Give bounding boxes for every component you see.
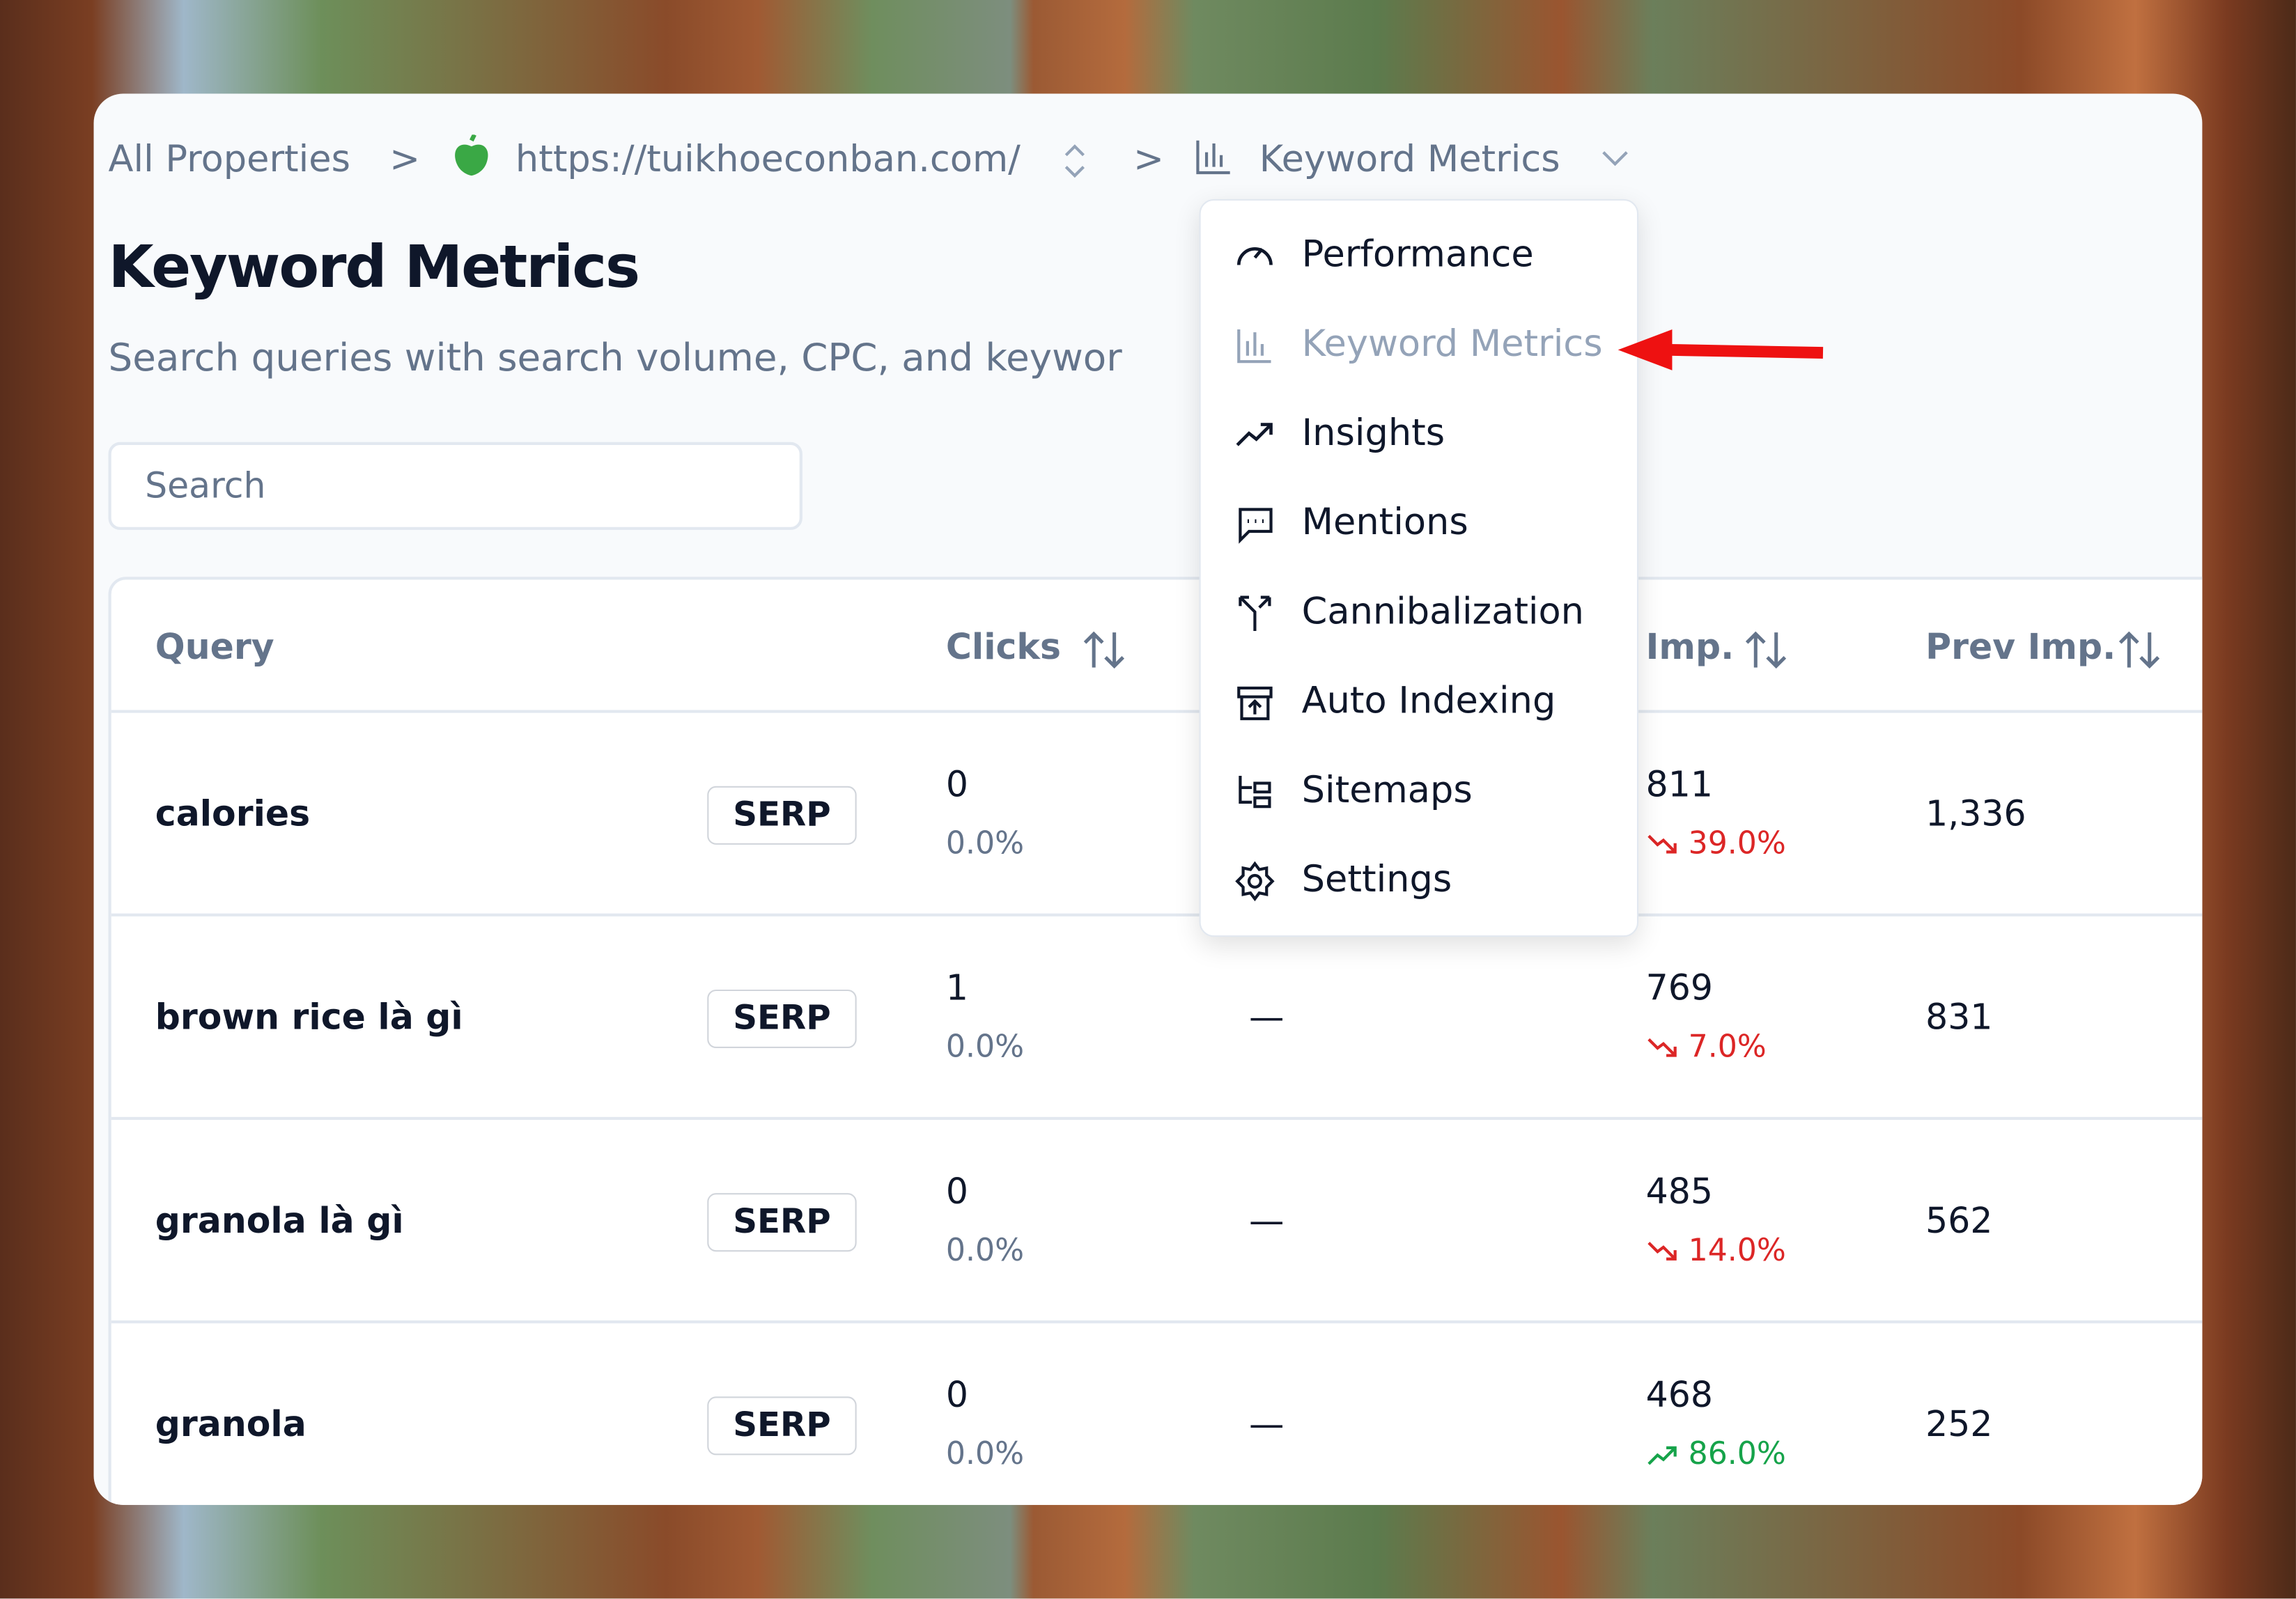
- position: —: [1249, 1403, 1285, 1444]
- chevron-updown: [1064, 144, 1085, 178]
- clicks: 1: [945, 967, 969, 1008]
- serp-button[interactable]: SERP: [707, 988, 857, 1047]
- row-divider: [111, 710, 2203, 713]
- impressions-change: 14.0%: [1688, 1231, 1786, 1268]
- page-subtitle: Search queries with search volume, CPC, …: [108, 336, 1122, 381]
- query: calories: [155, 793, 311, 834]
- prev-impressions: 562: [1925, 1199, 1993, 1241]
- impressions-change: 86.0%: [1688, 1435, 1786, 1471]
- sort-icon[interactable]: [2118, 630, 2163, 671]
- search-placeholder: Search: [145, 465, 266, 507]
- prev-impressions: 831: [1925, 996, 1993, 1038]
- menu-icon: [1237, 686, 1273, 721]
- column-header[interactable]: Imp.: [1645, 626, 1735, 668]
- sort-icon[interactable]: [1745, 630, 1790, 671]
- impressions-change: 39.0%: [1688, 825, 1786, 860]
- chart-icon: [1196, 140, 1230, 175]
- menu-icon: [1239, 776, 1271, 809]
- impressions: 468: [1645, 1373, 1713, 1415]
- menu-item[interactable]: Performance: [1301, 233, 1534, 276]
- clicks: 0: [945, 763, 969, 805]
- menu-item[interactable]: Keyword Metrics: [1301, 322, 1603, 365]
- separator: >: [389, 137, 421, 180]
- impressions: 811: [1645, 763, 1713, 805]
- ctr: 0.0%: [945, 825, 1025, 860]
- menu-icon: [1237, 329, 1271, 364]
- breadcrumb-current[interactable]: Keyword Metrics: [1259, 137, 1560, 180]
- trend-down-icon: [1647, 1241, 1677, 1260]
- menu-icon: [1236, 423, 1273, 446]
- ctr: 0.0%: [945, 1231, 1025, 1268]
- column-header[interactable]: Prev Imp.: [1925, 626, 2116, 668]
- sort-icon[interactable]: [1083, 630, 1127, 671]
- menu-item[interactable]: Auto Indexing: [1301, 679, 1556, 722]
- clicks: 0: [945, 1170, 969, 1212]
- serp-button[interactable]: SERP: [707, 785, 857, 844]
- query: granola là gì: [155, 1199, 404, 1241]
- position: —: [1249, 1199, 1285, 1241]
- impressions: 485: [1645, 1170, 1713, 1212]
- annotation-arrow: [1618, 329, 1824, 370]
- trend-down-icon: [1647, 834, 1677, 853]
- column-header[interactable]: Clicks: [945, 626, 1061, 668]
- site-icon: [455, 134, 488, 176]
- row-divider: [111, 1116, 2203, 1121]
- menu-item[interactable]: Cannibalization: [1301, 590, 1585, 633]
- separator: >: [1133, 137, 1164, 180]
- search-input[interactable]: Search: [108, 442, 802, 530]
- breadcrumb-root[interactable]: All Properties: [108, 137, 351, 180]
- position: —: [1249, 996, 1285, 1038]
- query: granola: [155, 1403, 307, 1444]
- app-window: All Properties > https://tuikhoeconban.c…: [93, 93, 2203, 1505]
- ctr: 0.0%: [945, 1028, 1025, 1064]
- impressions: 769: [1645, 967, 1713, 1008]
- menu-icon: [1239, 595, 1271, 631]
- trend-up-icon: [1647, 1445, 1677, 1465]
- trend-down-icon: [1647, 1037, 1677, 1056]
- prev-impressions: 252: [1925, 1403, 1993, 1444]
- menu-item[interactable]: Mentions: [1301, 500, 1468, 543]
- page-title: Keyword Metrics: [108, 234, 641, 302]
- menu-item[interactable]: Sitemaps: [1301, 768, 1473, 811]
- ctr: 0.0%: [945, 1435, 1025, 1471]
- menu-icon: [1235, 861, 1275, 902]
- menu-item[interactable]: Settings: [1301, 857, 1452, 900]
- row-divider: [111, 1320, 2203, 1324]
- menu-icon: [1236, 247, 1273, 265]
- prev-impressions: 1,336: [1925, 793, 2026, 834]
- chevron-down: [1602, 151, 1628, 166]
- impressions-change: 7.0%: [1688, 1028, 1767, 1064]
- serp-button[interactable]: SERP: [707, 1192, 857, 1251]
- keyword-table: Query Clicks Imp. Prev Imp. calories SERP 0 0.0…: [108, 577, 2203, 1505]
- menu-icon: [1239, 508, 1273, 544]
- clicks: 0: [945, 1373, 969, 1415]
- breadcrumb-property[interactable]: https://tuikhoeconban.com/: [515, 137, 1021, 180]
- nav-dropdown: Performance Keyword Metrics Insights Mentio…: [1199, 198, 1639, 937]
- column-header: Query: [155, 626, 274, 668]
- serp-button[interactable]: SERP: [707, 1396, 857, 1455]
- query: brown rice là gì: [155, 996, 463, 1038]
- row-divider: [111, 913, 2203, 916]
- menu-item[interactable]: Insights: [1301, 411, 1445, 454]
